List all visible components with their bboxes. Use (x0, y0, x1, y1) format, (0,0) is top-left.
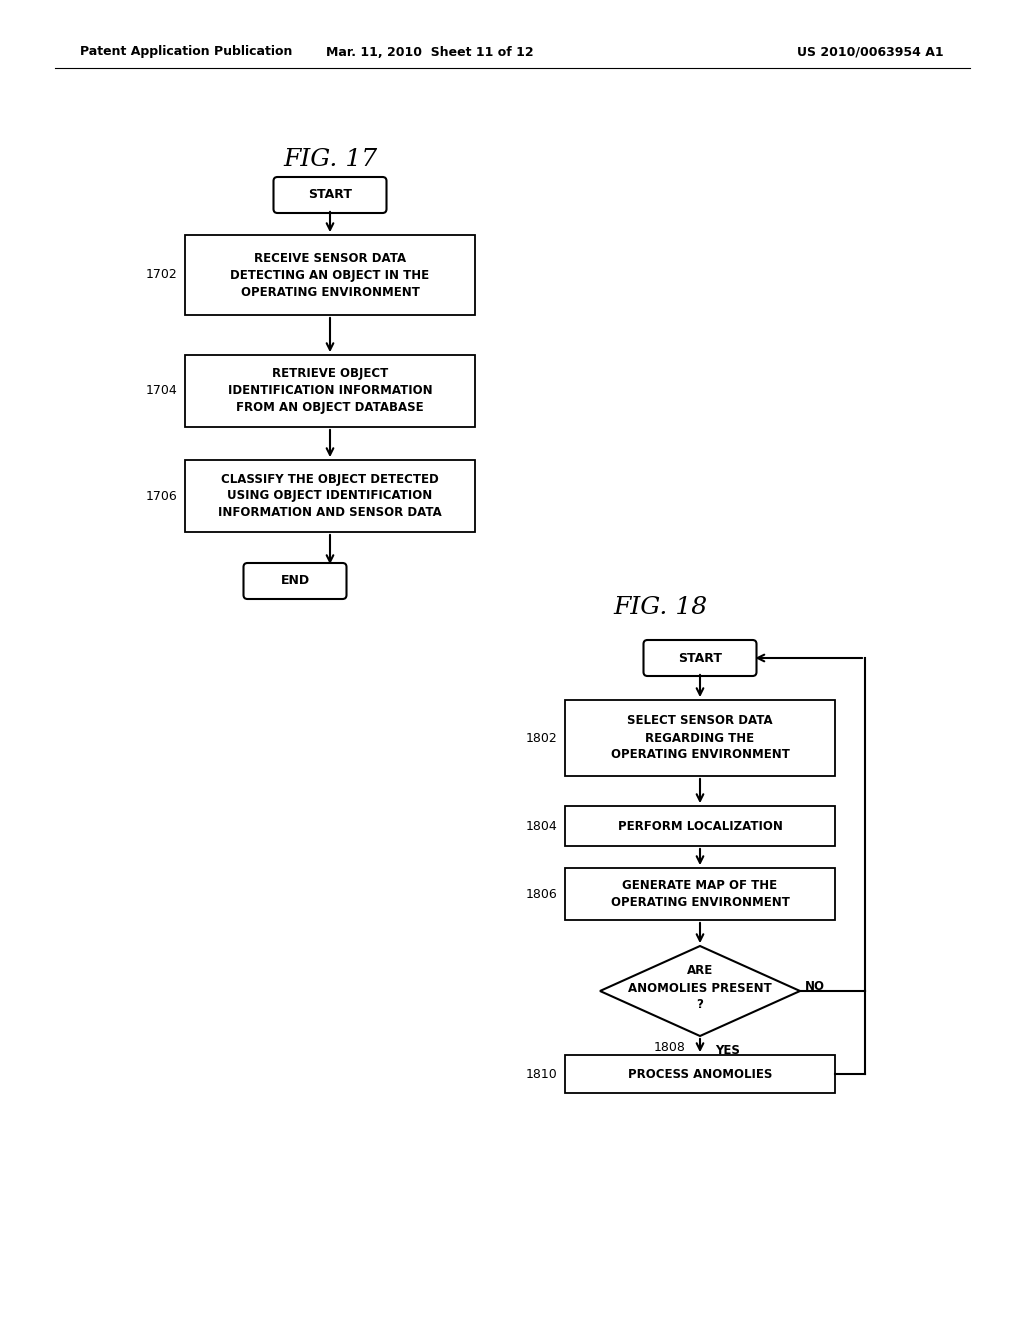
Text: Mar. 11, 2010  Sheet 11 of 12: Mar. 11, 2010 Sheet 11 of 12 (327, 45, 534, 58)
Bar (565, 869, 835, 920)
FancyBboxPatch shape (244, 564, 346, 599)
FancyBboxPatch shape (643, 640, 757, 676)
Text: GENERATE MAP OF THE
OPERATING ENVIRONMENT: GENERATE MAP OF THE OPERATING ENVIRONMEN… (610, 879, 790, 909)
Text: START: START (678, 652, 722, 664)
Bar (185, 235, 475, 315)
Text: PROCESS ANOMOLIES: PROCESS ANOMOLIES (628, 1068, 772, 1081)
Text: YES: YES (715, 1044, 740, 1057)
Polygon shape (600, 946, 800, 1036)
Text: FIG. 17: FIG. 17 (283, 149, 377, 172)
Text: RETRIEVE OBJECT
IDENTIFICATION INFORMATION
FROM AN OBJECT DATABASE: RETRIEVE OBJECT IDENTIFICATION INFORMATI… (227, 367, 432, 414)
Text: 1706: 1706 (145, 490, 177, 503)
Text: 1704: 1704 (145, 384, 177, 397)
Bar (565, 807, 835, 846)
Text: 1702: 1702 (145, 268, 177, 281)
Bar (565, 1055, 835, 1093)
Text: START: START (308, 189, 352, 202)
Text: RECEIVE SENSOR DATA
DETECTING AN OBJECT IN THE
OPERATING ENVIRONMENT: RECEIVE SENSOR DATA DETECTING AN OBJECT … (230, 252, 429, 298)
Text: FIG. 18: FIG. 18 (613, 597, 707, 619)
Text: PERFORM LOCALIZATION: PERFORM LOCALIZATION (617, 820, 782, 833)
Text: NO: NO (805, 979, 825, 993)
Text: Patent Application Publication: Patent Application Publication (80, 45, 293, 58)
Text: END: END (281, 574, 309, 587)
Bar (185, 355, 475, 426)
Text: 1804: 1804 (525, 820, 557, 833)
Text: US 2010/0063954 A1: US 2010/0063954 A1 (797, 45, 943, 58)
Text: 1810: 1810 (525, 1068, 557, 1081)
Bar (185, 459, 475, 532)
Bar (565, 700, 835, 776)
Text: CLASSIFY THE OBJECT DETECTED
USING OBJECT IDENTIFICATION
INFORMATION AND SENSOR : CLASSIFY THE OBJECT DETECTED USING OBJEC… (218, 473, 442, 520)
Text: SELECT SENSOR DATA
REGARDING THE
OPERATING ENVIRONMENT: SELECT SENSOR DATA REGARDING THE OPERATI… (610, 714, 790, 762)
Text: 1802: 1802 (525, 731, 557, 744)
Text: ARE
ANOMOLIES PRESENT
?: ARE ANOMOLIES PRESENT ? (628, 965, 772, 1011)
FancyBboxPatch shape (273, 177, 386, 213)
Text: 1808: 1808 (654, 1041, 686, 1053)
Text: 1806: 1806 (525, 887, 557, 900)
